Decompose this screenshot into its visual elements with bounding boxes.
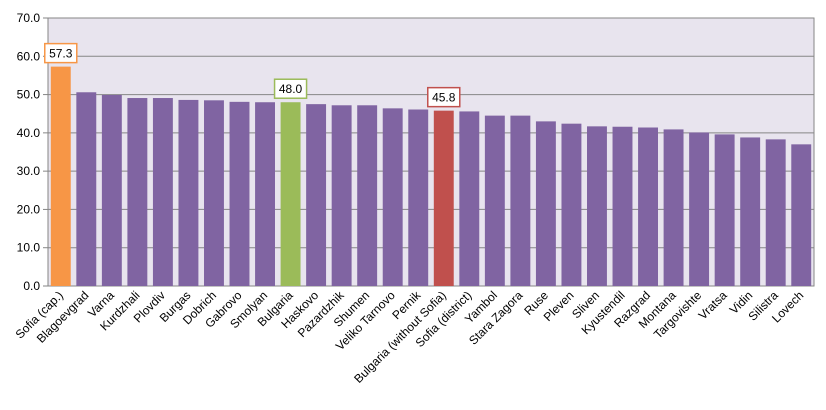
- y-tick-label: 60.0: [17, 49, 41, 63]
- data-label: 57.3: [49, 47, 73, 61]
- bar: [791, 144, 812, 286]
- data-label-box: [427, 86, 461, 108]
- bar: [306, 104, 327, 286]
- y-axis: 0.0 10.0 20.0 30.0 40.0 50.0 60.0 70.0: [17, 11, 48, 293]
- bar: [331, 105, 352, 286]
- plot-area: [47, 17, 815, 287]
- data-label-box: [273, 78, 308, 99]
- x-tick-label: Vratsa: [696, 288, 730, 322]
- bar: [740, 137, 761, 286]
- bar: [663, 129, 684, 286]
- bar: [638, 127, 658, 286]
- callouts: 57.3 48.0 45.8: [44, 42, 461, 108]
- bar: [510, 115, 531, 286]
- bar: [433, 110, 454, 287]
- bar: [765, 139, 786, 286]
- bar: [229, 101, 250, 286]
- y-tick-label: 40.0: [17, 126, 41, 140]
- bar: [127, 98, 148, 287]
- bar: [484, 115, 505, 286]
- bar: [178, 99, 199, 287]
- bar: [535, 121, 556, 287]
- bar: [612, 126, 633, 286]
- data-label: 45.8: [432, 91, 456, 105]
- bar: [101, 94, 122, 286]
- bar: [280, 102, 301, 286]
- y-tick-label: 70.0: [17, 11, 41, 25]
- bar: [152, 98, 173, 287]
- bar: [714, 134, 735, 286]
- y-tick-label: 50.0: [17, 88, 41, 102]
- bar: [76, 92, 97, 287]
- data-label: 48.0: [279, 82, 303, 96]
- bar: [204, 100, 224, 286]
- bar: [587, 126, 607, 286]
- x-axis-labels: Sofia (cap.)BlagoevgradVarnaKurdzhaliPlo…: [13, 288, 807, 386]
- bar: [357, 105, 378, 286]
- data-label-box: [44, 42, 78, 64]
- bar: [689, 132, 710, 286]
- bar: [50, 66, 71, 287]
- bar: [408, 109, 429, 286]
- bar: [382, 108, 403, 286]
- y-tick-label: 20.0: [17, 202, 41, 216]
- bar: [459, 111, 480, 286]
- bars: [50, 66, 812, 287]
- y-tick-label: 10.0: [17, 241, 41, 255]
- y-tick-label: 0.0: [23, 279, 40, 293]
- y-tick-label: 30.0: [17, 164, 41, 178]
- bar: [561, 123, 582, 286]
- bar: [255, 102, 275, 286]
